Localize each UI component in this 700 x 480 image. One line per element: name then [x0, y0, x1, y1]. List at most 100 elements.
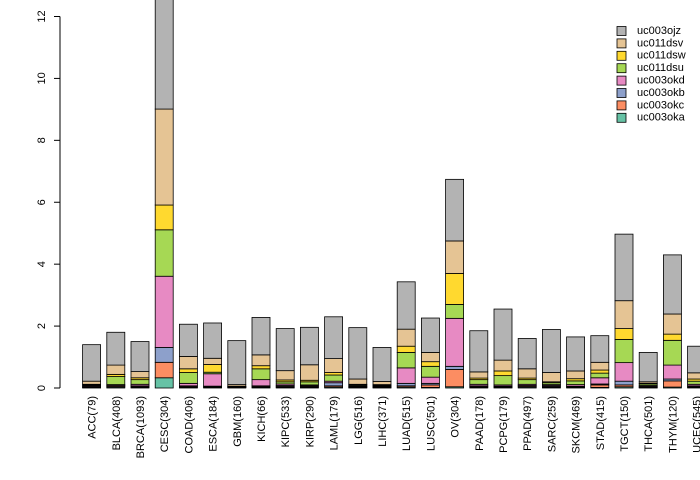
bar-segment-uc011dsu	[154, 229, 174, 277]
x-tick-label: LGG(516)	[353, 396, 365, 445]
bar-segment-uc011dsu	[663, 339, 682, 366]
bar-stack	[445, 178, 465, 389]
bar-segment-uc011dsw	[590, 369, 610, 374]
bar-segment-uc011dsv	[493, 359, 513, 372]
bar-segment-uc003okd	[420, 376, 440, 384]
legend-swatch-uc011dsv	[616, 38, 627, 49]
legend-label: uc003okd	[637, 75, 685, 87]
bar-stack	[106, 331, 126, 389]
bar-stack	[372, 347, 392, 389]
x-tick-label: SKCM(469)	[571, 396, 583, 453]
bar-segment-uc003okc	[663, 380, 682, 388]
bar-segment-uc003ojz	[542, 329, 561, 373]
x-tick-label: PCPG(179)	[498, 396, 510, 453]
bar-stack	[493, 308, 513, 389]
bar-segment-uc003ojz	[493, 308, 513, 361]
bar-segment-uc011dsu	[590, 372, 610, 379]
bar-segment-uc011dsu	[566, 380, 585, 385]
bar-segment-uc003okd	[251, 379, 271, 387]
bar-segment-uc003okc	[445, 369, 465, 388]
x-tick-label: ESCA(184)	[208, 396, 220, 452]
bar-segment-uc011dsv	[590, 361, 610, 371]
bar-segment-uc003ojz	[154, 0, 174, 110]
bar-segment-uc003ojz	[178, 323, 198, 357]
bar-stack	[82, 344, 101, 389]
bar-stack	[275, 328, 295, 389]
bar-segment-uc003ojz	[203, 322, 223, 359]
x-axis-labels: ACC(79) BLCA(408) BRCA(1093) CESC(304) COAD(…	[87, 396, 700, 458]
bar-segment-uc003okd	[663, 364, 682, 380]
bar-segment-uc011dsu	[106, 376, 126, 385]
bar-segment-uc003ojz	[663, 254, 682, 315]
bar-stack	[517, 338, 537, 389]
y-tick-label: 12	[36, 10, 48, 22]
bar-segment-uc011dsu	[420, 365, 440, 378]
x-tick-label: LAML(179)	[329, 396, 341, 450]
bar-stack	[154, 0, 174, 389]
legend-swatch-uc003oka	[616, 112, 627, 123]
legend-swatch-uc011dsw	[616, 50, 627, 61]
legend-label: uc003okc	[637, 99, 685, 111]
bar-stack	[663, 254, 682, 389]
legend-label: uc003ojz	[637, 25, 681, 37]
bar-segment-uc011dsu	[517, 379, 537, 385]
x-tick-label: PAAD(178)	[474, 396, 486, 451]
legend-swatch-uc003okc	[616, 100, 627, 111]
y-tick-label: 2	[36, 323, 48, 329]
bar-segment-uc003ojz	[275, 328, 295, 372]
bar-segment-uc011dsw	[251, 365, 271, 370]
bar-segment-uc003ojz	[324, 316, 344, 359]
bar-segment-uc003ojz	[130, 341, 150, 372]
bar-segment-uc003ojz	[251, 317, 271, 356]
bar-stack	[566, 336, 585, 389]
bar-segment-uc003okd	[445, 317, 465, 367]
bar-segment-uc011dsv	[469, 371, 489, 379]
bar-stack	[614, 233, 634, 389]
bar-segment-uc003ojz	[420, 317, 440, 353]
x-tick-label: KICH(66)	[256, 396, 268, 442]
x-tick-label: COAD(406)	[183, 396, 195, 453]
bar-segment-uc011dsv	[178, 356, 198, 370]
bar-segment-uc011dsw	[445, 273, 465, 305]
bar-segment-uc003okd	[154, 275, 174, 348]
x-tick-label: CESC(304)	[159, 396, 171, 452]
bar-segment-uc011dsu	[445, 304, 465, 319]
bar-segment-uc003okb	[154, 347, 174, 363]
bar-stack	[251, 317, 271, 389]
legend-label: uc003okb	[637, 87, 685, 99]
bar-segment-uc003ojz	[590, 335, 610, 363]
bar-stack	[469, 330, 489, 389]
bar-segment-uc011dsv	[687, 372, 700, 380]
bar-segment-uc011dsv	[663, 313, 682, 335]
x-tick-label: BRCA(1093)	[135, 396, 147, 458]
bar-segment-uc011dsv	[614, 300, 634, 329]
x-tick-label: KIPC(533)	[280, 396, 292, 447]
bar-segment-uc003okb	[614, 380, 634, 386]
bar-segment-uc003oka	[154, 377, 174, 389]
x-tick-label: LIHC(371)	[377, 396, 389, 447]
x-tick-label: THCA(501)	[643, 396, 655, 452]
bar-stack	[638, 351, 658, 389]
x-tick-label: STAD(415)	[595, 396, 607, 450]
x-tick-label: TGCT(150)	[619, 396, 631, 452]
bar-segment-uc003ojz	[82, 344, 101, 382]
x-tick-label: KIRP(290)	[304, 396, 316, 447]
x-tick-label: OV(304)	[450, 396, 462, 438]
bar-stack	[542, 329, 561, 389]
bar-segment-uc003okd	[614, 362, 634, 382]
bar-stack	[227, 340, 247, 389]
bar-segment-uc011dsu	[178, 372, 198, 384]
legend-swatch-uc003okb	[616, 88, 627, 98]
bar-stack	[590, 335, 610, 389]
bar-segment-uc011dsw	[154, 204, 174, 231]
bar-stack	[348, 327, 368, 389]
bar-segment-uc003okd	[590, 377, 610, 385]
legend-swatch-uc011dsu	[616, 63, 627, 74]
bar-segment-uc011dsu	[324, 374, 344, 382]
bar-segment-uc011dsv	[517, 368, 537, 379]
x-tick-label: LUSC(501)	[425, 396, 437, 451]
x-tick-label: ACC(79)	[87, 396, 99, 439]
x-tick-label: THYM(120)	[667, 396, 679, 453]
bar-segment-uc011dsv	[324, 358, 344, 373]
